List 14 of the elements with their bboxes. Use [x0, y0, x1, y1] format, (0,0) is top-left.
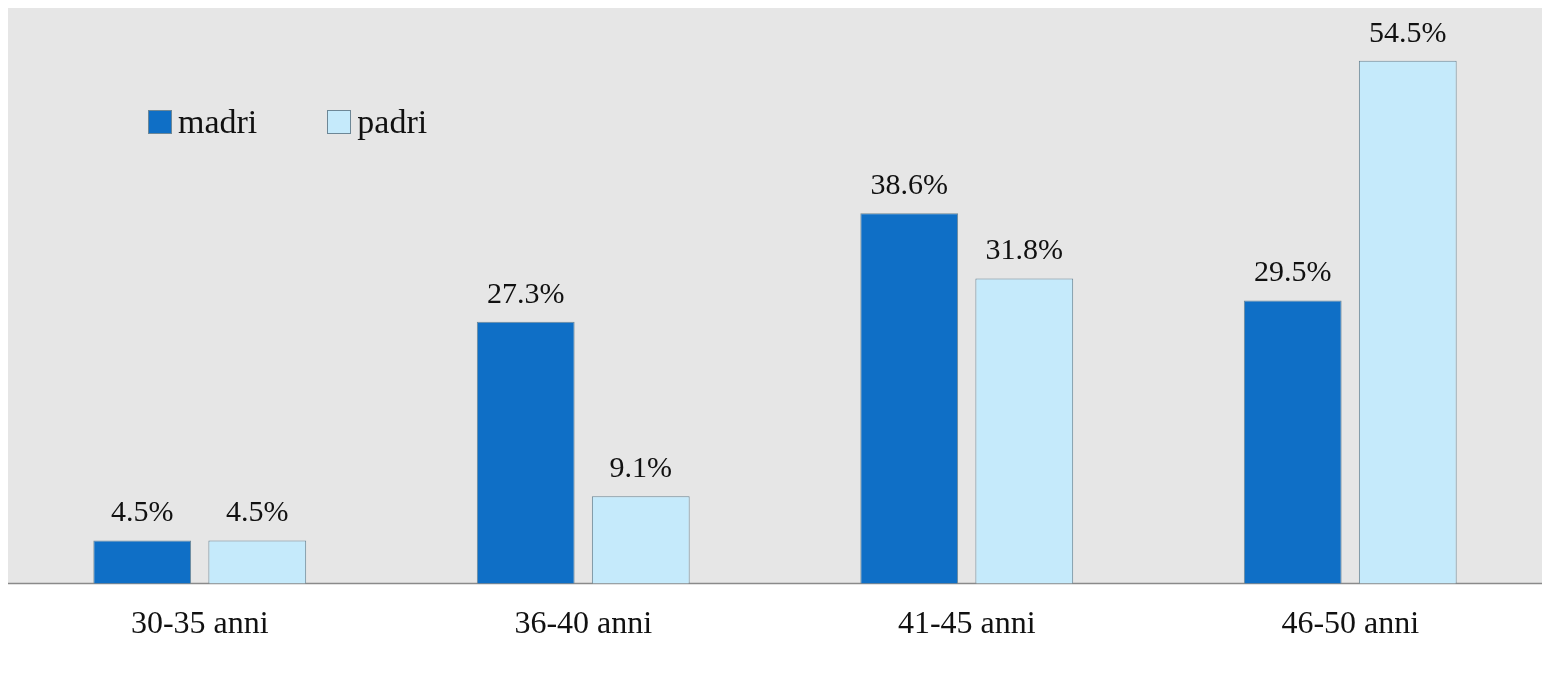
data-label: 31.8% — [985, 232, 1064, 266]
legend-label: padri — [357, 103, 428, 141]
data-label: 54.5% — [1369, 14, 1447, 48]
legend-label: madri — [178, 103, 258, 141]
data-label: 29.5% — [1253, 254, 1332, 288]
data-label: 27.3% — [486, 275, 565, 309]
data-label: 38.6% — [870, 167, 948, 201]
x-tick-label: 36-40 anni — [514, 604, 653, 641]
data-label: 9.1% — [609, 450, 673, 484]
data-label: 4.5% — [226, 494, 289, 528]
x-tick-label: 46-50 anni — [1281, 604, 1420, 641]
x-tick-label: 30-35 anni — [130, 604, 269, 641]
data-label: 4.5% — [110, 494, 174, 528]
x-tick-label: 41-45 anni — [897, 604, 1036, 641]
